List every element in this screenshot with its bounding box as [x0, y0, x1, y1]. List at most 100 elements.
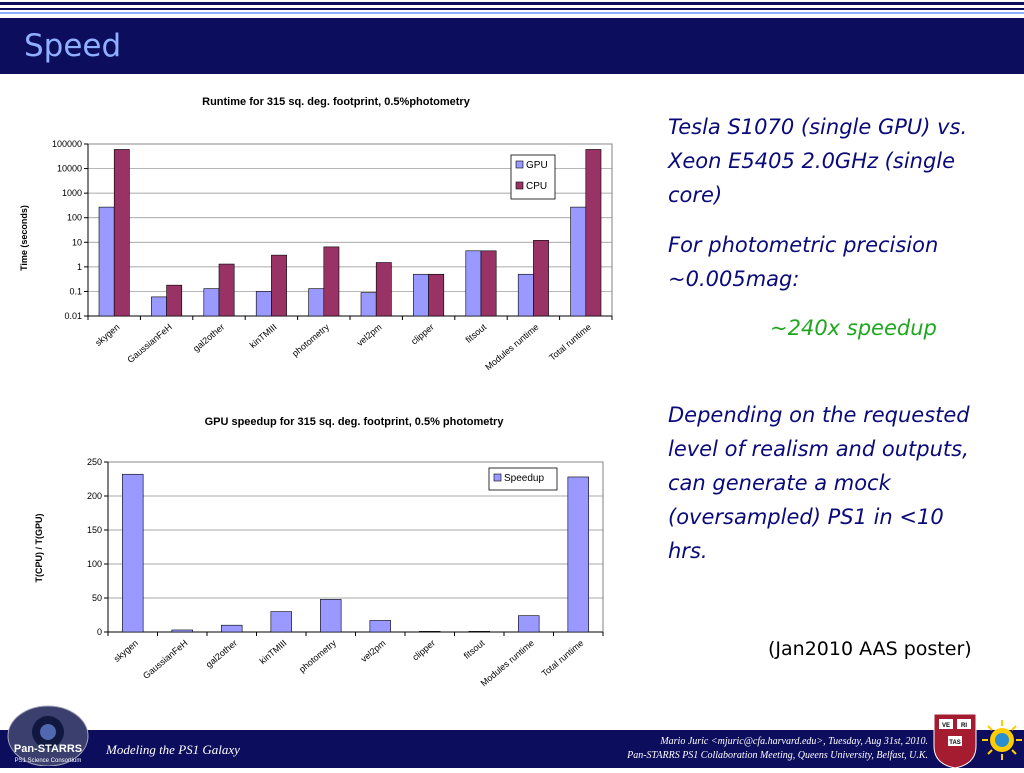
bar-cpu-photometry — [323, 246, 340, 317]
legend-swatch-gpu — [515, 160, 524, 169]
precision-text: For photometric precision ~0.005mag: — [668, 233, 939, 291]
speedup-highlight: ~240x speedup — [770, 316, 937, 340]
bar-gpu-gal2other — [203, 288, 220, 317]
x-tick-label: Total runtime — [540, 638, 586, 679]
y-tick-label: 250 — [87, 457, 102, 467]
seal-text-1: VE — [942, 723, 950, 729]
legend-swatch-speedup — [493, 473, 502, 482]
runtime-chart-svg: Runtime for 315 sq. deg. footprint, 0.5%… — [19, 96, 613, 372]
bar-cpu-gal2other — [218, 263, 235, 317]
bar-gpu-fitsout — [465, 250, 482, 317]
logo-text: Pan-STARRS — [14, 743, 82, 755]
footer-title: Modeling the PS1 Galaxy — [106, 742, 240, 757]
x-tick-label: Total runtime — [547, 322, 593, 363]
poster-note: (Jan2010 AAS poster) — [768, 638, 972, 660]
x-tick-label: clipper — [410, 638, 437, 663]
slide-title: Speed — [24, 28, 122, 64]
y-tick-label: 1000 — [62, 188, 82, 198]
bar-cpu-skygen — [113, 149, 130, 317]
y-axis-label: T(CPU) / T(GPU) — [34, 514, 44, 583]
bar-speedup-fitsout — [468, 631, 490, 633]
footer-credit-line1: Mario Juric <mjuric@cfa.harvard.edu>, Tu… — [660, 736, 928, 747]
bar-speedup-total-runtime — [567, 476, 589, 633]
header-rule-accent — [0, 12, 1024, 14]
logo-subtext: PS1 Science Consortium — [15, 758, 82, 764]
bar-cpu-fitsout — [480, 250, 497, 317]
bar-gpu-photometry — [308, 288, 325, 317]
bar-gpu-skygen — [98, 206, 115, 317]
y-tick-label: 50 — [92, 593, 102, 603]
bar-speedup-kintmiii — [270, 611, 292, 633]
y-tick-label: 200 — [87, 491, 102, 501]
x-tick-label: GaussianFeH — [125, 322, 174, 365]
y-tick-label: 0 — [97, 627, 102, 637]
legend-label-speedup: Speedup — [504, 473, 544, 484]
x-tick-label: gal2other — [191, 322, 226, 354]
y-tick-label: 1 — [77, 262, 82, 272]
seal-text-3: TAS — [949, 740, 961, 746]
bar-gpu-clipper — [413, 273, 429, 317]
bar-gpu-total-runtime — [570, 206, 587, 317]
x-tick-label: gal2other — [204, 638, 239, 670]
bar-cpu-gaussianfeh — [166, 284, 183, 317]
bar-cpu-vel2pm — [375, 262, 392, 317]
x-tick-label: skygen — [112, 638, 140, 664]
y-tick-label: 10 — [72, 237, 82, 247]
bar-speedup-modules-runtime — [518, 615, 540, 633]
bar-speedup-clipper — [419, 631, 441, 633]
panstarrs-logo: Pan-STARRS PS1 Science Consortium — [2, 702, 94, 767]
x-tick-label: fitsout — [462, 638, 487, 661]
bar-gpu-kintmiii — [255, 291, 272, 317]
y-axis-label: Time (seconds) — [19, 205, 29, 271]
y-tick-label: 0.01 — [64, 311, 82, 321]
x-tick-label: kinTMIII — [248, 322, 279, 350]
realism-text: Depending on the requested level of real… — [668, 403, 970, 563]
legend-swatch-cpu — [515, 181, 524, 190]
y-tick-label: 100000 — [52, 139, 82, 149]
chart-title: GPU speedup for 315 sq. deg. footprint, … — [205, 416, 505, 428]
y-tick-label: 100 — [67, 213, 82, 223]
hardware-comparison-text: Tesla S1070 (single GPU) vs. Xeon E5405 … — [668, 115, 968, 207]
bar-speedup-gaussianfeh — [171, 629, 193, 633]
x-tick-label: Modules runtime — [483, 322, 540, 372]
x-tick-label: kinTMIII — [258, 638, 289, 666]
y-tick-label: 100 — [87, 559, 102, 569]
legend-label-cpu: CPU — [526, 181, 547, 192]
header-rule-mid — [0, 8, 1024, 10]
bar-speedup-vel2pm — [369, 620, 391, 633]
y-tick-label: 10000 — [57, 164, 82, 174]
y-tick-label: 150 — [87, 525, 102, 535]
slide-footer: Modeling the PS1 Galaxy Mario Juric <mju… — [0, 730, 1024, 768]
x-tick-label: Modules runtime — [479, 638, 536, 688]
x-tick-label: vel2pm — [355, 322, 384, 348]
x-tick-label: vel2pm — [359, 638, 388, 664]
x-tick-label: photometry — [290, 322, 331, 359]
bar-gpu-modules-runtime — [517, 273, 534, 317]
speedup-chart-svg: GPU speedup for 315 sq. deg. footprint, … — [34, 416, 604, 688]
runtime-chart: Runtime for 315 sq. deg. footprint, 0.5%… — [14, 88, 630, 408]
chart-title: Runtime for 315 sq. deg. footprint, 0.5%… — [202, 96, 471, 108]
bar-cpu-total-runtime — [585, 149, 602, 317]
legend-label-gpu: GPU — [526, 160, 548, 171]
x-tick-label: clipper — [409, 322, 436, 347]
footer-credits: Mario Juric <mjuric@cfa.harvard.edu>, Tu… — [627, 735, 928, 763]
bar-cpu-clipper — [428, 273, 445, 317]
legend — [488, 467, 558, 491]
x-tick-label: GaussianFeH — [141, 638, 190, 681]
bar-speedup-photometry — [320, 599, 342, 633]
footer-credit-line2: Pan-STARRS PS1 Collaboration Meeting, Qu… — [627, 750, 928, 761]
bar-gpu-gaussianfeh — [151, 296, 167, 317]
bar-cpu-modules-runtime — [533, 240, 549, 317]
x-tick-label: skygen — [93, 322, 121, 348]
y-tick-label: 0.1 — [69, 286, 82, 296]
institution-logos: VE RI TAS — [932, 712, 1024, 769]
bar-gpu-vel2pm — [360, 292, 377, 317]
sun-logo-icon — [982, 720, 1022, 760]
x-tick-label: fitsout — [463, 322, 488, 345]
x-tick-label: photometry — [297, 638, 338, 675]
bar-cpu-kintmiii — [271, 254, 287, 317]
bar-speedup-gal2other — [221, 624, 243, 633]
seal-text-2: RI — [961, 723, 967, 729]
slide-header: Speed — [0, 18, 1024, 74]
header-rule-top — [0, 2, 1024, 5]
